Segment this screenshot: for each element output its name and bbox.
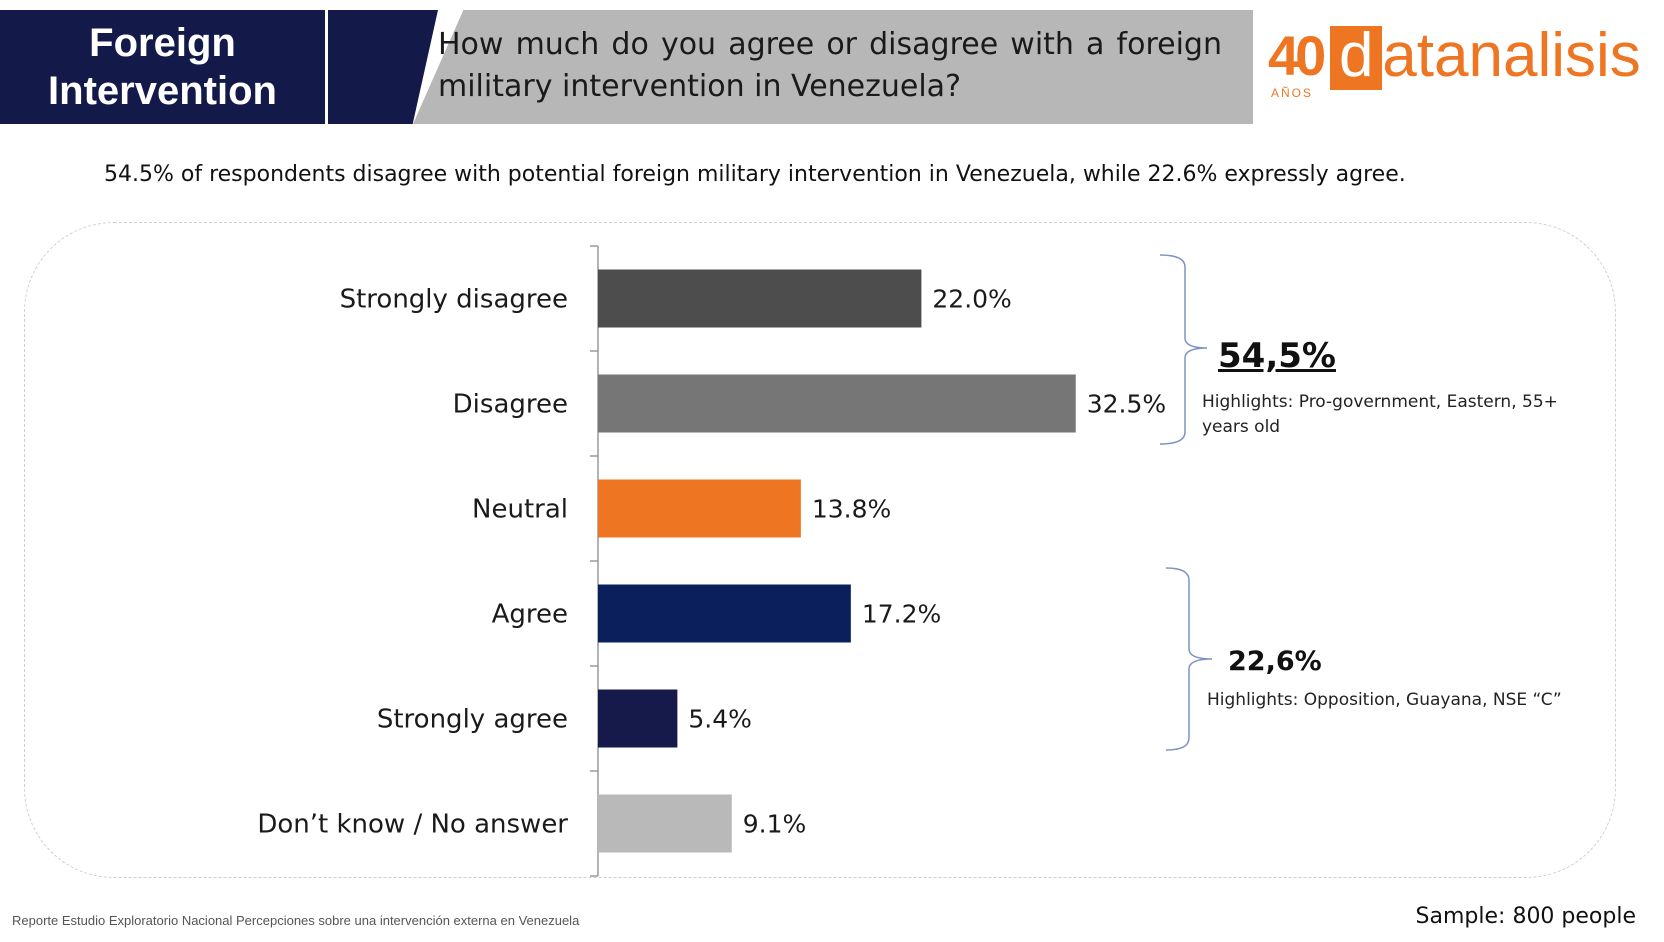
value-label: 17.2% xyxy=(862,600,941,629)
bar xyxy=(598,269,922,328)
bar xyxy=(598,374,1076,433)
section-title-line2: Intervention xyxy=(48,69,277,113)
group-highlights-disagree: Highlights: Pro-government, Eastern, 55+… xyxy=(1202,392,1558,437)
group-bracket xyxy=(1159,254,1208,445)
value-label: 13.8% xyxy=(812,495,891,524)
datanalisis-logo: 40 AÑOS d atanalisis xyxy=(1268,21,1641,106)
bar xyxy=(598,794,732,853)
logo-wordmark: atanalisis xyxy=(1382,21,1641,90)
chart-panel xyxy=(24,222,1616,878)
category-label: Strongly agree xyxy=(377,705,568,735)
logo-anniversary-years: AÑOS xyxy=(1271,86,1314,100)
category-label: Don’t know / No answer xyxy=(257,810,568,840)
logo-d-block: d xyxy=(1330,25,1383,90)
source-note: Reporte Estudio Exploratorio Nacional Pe… xyxy=(12,913,580,928)
section-title-line1: Foreign xyxy=(89,21,236,65)
value-label: 5.4% xyxy=(688,705,752,734)
question-text: How much do you agree or disagree with a… xyxy=(438,27,1222,104)
value-label: 32.5% xyxy=(1087,390,1166,419)
group-total-agree: 22,6% xyxy=(1228,646,1322,677)
sample-size: Sample: 800 people xyxy=(1415,904,1636,929)
bar xyxy=(598,584,851,643)
value-label: 9.1% xyxy=(743,810,807,839)
group-highlights-agree: Highlights: Opposition, Guayana, NSE “C” xyxy=(1207,690,1562,710)
bar xyxy=(598,479,801,538)
group-total-disagree: 54,5% xyxy=(1218,336,1336,376)
section-title-box: Foreign Intervention xyxy=(0,10,325,124)
group-bracket xyxy=(1165,567,1213,751)
category-label: Neutral xyxy=(472,495,568,525)
question-banner xyxy=(413,10,1253,124)
logo-anniversary-number: 40 xyxy=(1268,24,1326,87)
value-label: 22.0% xyxy=(932,285,1011,314)
category-label: Strongly disagree xyxy=(340,285,568,315)
bar xyxy=(598,689,678,748)
chart-subtitle: 54.5% of respondents disagree with poten… xyxy=(104,162,1406,187)
category-label: Agree xyxy=(492,600,568,630)
category-label: Disagree xyxy=(453,390,568,420)
